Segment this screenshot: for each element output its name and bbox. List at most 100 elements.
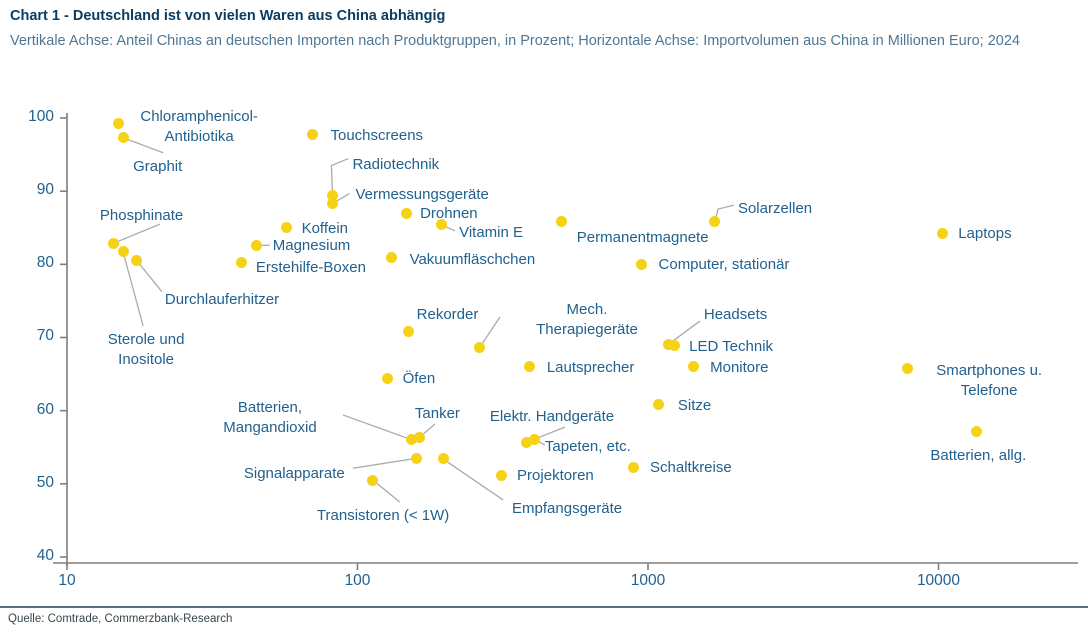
point-label: Vitamin E — [459, 223, 524, 241]
point-label: Batterien, allg. — [930, 447, 1027, 465]
x-tick-label: 10000 — [916, 572, 961, 589]
data-point — [367, 474, 379, 486]
leader-line — [136, 260, 163, 293]
data-point — [521, 436, 533, 448]
point-label: Tanker — [414, 405, 460, 422]
leader-line — [352, 457, 417, 469]
y-tick-label: 60 — [36, 400, 54, 418]
data-point — [474, 341, 486, 353]
data-point — [400, 208, 412, 220]
point-label: Tapeten, etc. — [544, 438, 631, 456]
data-point — [414, 431, 426, 443]
chart-subtitle: Vertikale Achse: Anteil Chinas an deutsc… — [10, 33, 1020, 49]
data-point — [236, 257, 248, 269]
point-label: Schaltkreise — [650, 459, 732, 476]
data-point — [636, 258, 648, 270]
point-label: LED Technik — [689, 337, 774, 355]
data-point — [382, 372, 394, 384]
data-point — [529, 433, 541, 445]
data-point — [435, 219, 447, 231]
data-point — [386, 252, 398, 264]
data-point — [326, 190, 338, 202]
point-label: Permanentmagnete — [576, 228, 709, 246]
data-point — [117, 132, 129, 144]
data-point — [653, 399, 665, 411]
data-point — [936, 228, 948, 240]
leader-line — [122, 137, 164, 154]
data-point — [627, 461, 639, 473]
point-label: Headsets — [703, 306, 768, 324]
data-point — [437, 453, 449, 465]
data-point — [709, 215, 721, 227]
point-label: Laptops — [958, 224, 1012, 242]
source-note: Quelle: Comtrade, Commerzbank-Research — [8, 613, 233, 625]
point-label: Graphit — [133, 157, 183, 175]
data-point — [556, 216, 568, 228]
point-label: Sterole und Inositole — [107, 330, 185, 368]
x-tick-label: 100 — [344, 572, 371, 589]
y-tick-label: 70 — [36, 327, 54, 345]
point-label: Lautsprecher — [546, 358, 635, 376]
y-tick-label: 100 — [28, 107, 54, 125]
point-label: Rekorder — [416, 305, 479, 323]
point-label: Erstehilfe-Boxen — [255, 258, 366, 276]
chart-title: Chart 1 - Deutschland ist von vielen War… — [10, 8, 446, 24]
point-label: Öfen — [402, 370, 436, 388]
data-point — [411, 452, 423, 464]
point-label: Sitze — [677, 396, 712, 414]
footer-divider — [0, 606, 1088, 608]
y-tick-label: 40 — [36, 547, 54, 564]
point-label: Computer, stationär — [658, 256, 790, 274]
data-point — [970, 425, 982, 437]
data-point — [108, 237, 120, 249]
point-label: Solarzellen — [737, 200, 813, 218]
data-point — [326, 198, 338, 210]
leader-line — [113, 223, 161, 244]
point-label: Projektoren — [517, 467, 594, 485]
point-label: Phosphinate — [99, 207, 184, 225]
data-point — [403, 326, 415, 338]
data-point — [112, 118, 124, 130]
point-label: Vakuumfläschchen — [409, 250, 536, 268]
scatter-chart: 100 90 80 70 60 50 40 10 100 1000 10000 Chloramphen… — [28, 107, 1078, 589]
data-point — [687, 361, 699, 373]
point-label: Elektr. Handgeräte — [489, 408, 615, 426]
y-tick-label: 90 — [36, 181, 54, 199]
data-point — [307, 129, 318, 141]
data-point — [406, 434, 418, 446]
data-point — [281, 222, 293, 234]
leader-line — [342, 414, 413, 441]
leader-line — [122, 251, 144, 327]
point-label: Vermessungsgeräte — [355, 185, 489, 203]
y-tick-label: 80 — [36, 254, 54, 272]
data-point — [901, 363, 913, 375]
leader-line — [442, 458, 504, 501]
data-point — [131, 255, 143, 267]
data-point — [524, 361, 536, 373]
leader-line — [479, 316, 501, 348]
data-point — [117, 246, 129, 258]
x-tick-label: 10 — [58, 572, 76, 589]
chart-canvas — [53, 113, 1078, 570]
point-label: Radiotechnik — [352, 155, 440, 173]
point-label: Koffein — [301, 219, 349, 237]
point-label: Mech. Therapiegeräte — [536, 301, 638, 338]
point-label: Empfangsgeräte — [512, 499, 623, 517]
point-label: Durchlauferhitzer — [164, 290, 280, 308]
leader-line — [330, 157, 349, 196]
point-label: Batterien, Mangandioxid — [223, 398, 317, 436]
point-label: Chloramphenicol- Antibiotika — [140, 107, 258, 145]
point-label: Monitore — [710, 358, 769, 376]
point-label: Transistoren (< 1W) — [316, 507, 450, 525]
data-point — [668, 340, 680, 352]
point-label: Touchscreens — [330, 126, 424, 144]
point-label: Signalapparate — [243, 465, 345, 483]
point-label: Smartphones u. Telefone — [936, 361, 1043, 399]
point-label: Drohnen — [420, 204, 478, 222]
data-point — [495, 469, 507, 481]
leader-line — [372, 479, 401, 503]
data-point — [251, 239, 263, 251]
y-tick-label: 50 — [36, 473, 54, 491]
point-label: Magnesium — [272, 237, 351, 255]
